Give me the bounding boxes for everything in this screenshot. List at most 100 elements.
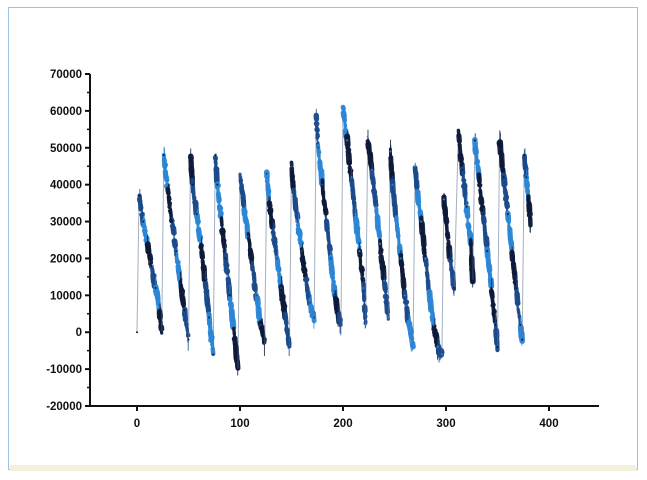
y-tick-label: 0 (76, 327, 82, 339)
data-point (364, 323, 367, 326)
data-point (496, 345, 499, 348)
data-point (158, 309, 161, 312)
data-point (329, 257, 332, 260)
data-point (315, 117, 318, 120)
data-point (482, 213, 485, 216)
axes-layer: -20000 -10000 0 10000 20000 30000 40000 50000 60… (46, 69, 599, 430)
data-point (506, 213, 509, 216)
y-tick-label: -10000 (46, 364, 82, 376)
data-point (370, 168, 373, 171)
series-layer (136, 104, 533, 376)
x-tick-label: 0 (134, 418, 140, 430)
line-chart: -20000 -10000 0 10000 20000 30000 40000 50000 60… (46, 69, 599, 430)
data-point (288, 345, 291, 348)
data-point (214, 154, 217, 157)
x-tick-label: 400 (539, 418, 558, 430)
data-point (179, 279, 182, 282)
y-tick-label: 70000 (50, 69, 82, 81)
data-point (304, 279, 307, 282)
data-point (208, 316, 211, 319)
series-segment (521, 154, 525, 341)
data-point (195, 213, 198, 216)
data-point (191, 183, 194, 186)
data-point (494, 323, 497, 326)
data-point (424, 257, 427, 260)
series-segment (340, 106, 344, 326)
y-tick-label: 10000 (50, 290, 82, 302)
series-segment (453, 132, 459, 289)
data-point (138, 194, 141, 197)
data-point (391, 183, 394, 186)
data-point (519, 323, 522, 326)
y-tick-label: 50000 (50, 143, 82, 155)
series-segment (212, 154, 216, 355)
data-point (271, 227, 274, 230)
series-segment (412, 165, 416, 348)
data-point (486, 250, 489, 253)
series-segment (313, 117, 317, 318)
data-point (325, 220, 328, 223)
data-point (175, 250, 178, 253)
data-point (403, 294, 406, 297)
data-point (515, 286, 518, 289)
data-point (469, 242, 472, 245)
series-segment (136, 195, 140, 333)
data-point (183, 309, 186, 312)
x-axis-ticks: 0 100 200 300 400 (134, 406, 559, 430)
data-point (284, 316, 287, 319)
data-point (490, 286, 493, 289)
data-point (265, 172, 268, 175)
data-point (296, 220, 299, 223)
data-point (374, 205, 377, 208)
data-point (239, 176, 241, 179)
data-point (290, 165, 293, 168)
data-point (317, 146, 320, 149)
data-point (228, 294, 231, 297)
data-point (477, 176, 480, 179)
bottom-strip (10, 465, 636, 471)
data-point (259, 323, 262, 326)
data-point (199, 242, 202, 245)
data-point (313, 316, 316, 319)
data-point (255, 294, 258, 297)
data-point (379, 242, 382, 245)
data-point (251, 264, 254, 267)
data-point (160, 331, 163, 334)
data-point (166, 191, 169, 194)
series-segment (264, 173, 268, 344)
data-point (354, 213, 357, 216)
data-point (440, 353, 443, 356)
data-point (521, 338, 524, 341)
series-segment (441, 198, 445, 355)
data-point (142, 220, 145, 223)
data-point (527, 198, 530, 201)
y-tick-label: 60000 (50, 106, 82, 118)
data-point (212, 353, 215, 356)
series-segment (365, 136, 369, 326)
data-point (366, 135, 369, 138)
data-point (407, 323, 410, 326)
data-point (267, 198, 270, 201)
data-point (346, 139, 349, 142)
x-tick-label: 200 (333, 418, 352, 430)
data-point (339, 323, 342, 326)
data-point (236, 368, 239, 371)
series-segment (288, 165, 292, 348)
data-point (416, 191, 419, 194)
data-point (189, 154, 192, 157)
data-point (220, 220, 223, 223)
data-point (428, 294, 431, 297)
data-point (187, 338, 190, 341)
data-point (136, 331, 138, 334)
series-segment (516, 307, 521, 313)
data-point (510, 250, 513, 253)
data-point (523, 154, 526, 157)
y-tick-label: -20000 (46, 401, 82, 413)
data-point (150, 264, 153, 267)
data-point (525, 176, 528, 179)
series-segment (430, 310, 436, 322)
data-point (420, 220, 423, 223)
series-segment (149, 258, 154, 265)
data-point (309, 301, 312, 304)
